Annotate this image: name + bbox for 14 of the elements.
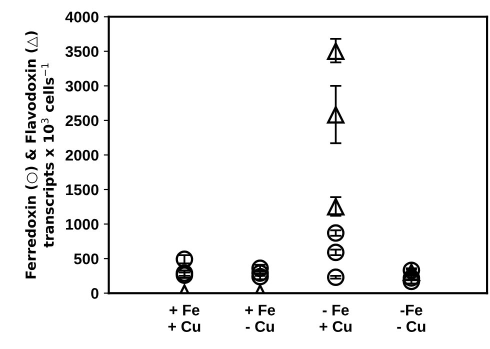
y-tick-label: 2000 [66, 150, 98, 161]
y-tick-label: 1000 [66, 218, 98, 230]
x-tick-label: -Fe - Cu [397, 304, 426, 332]
x-tick-label: + Fe - Cu [245, 304, 276, 332]
x-tick-label: - Fe + Cu [320, 304, 352, 332]
y-tick-label: 0 [91, 288, 98, 299]
y-tick-label: 1500 [66, 184, 98, 196]
y-tick-label: 3000 [65, 80, 98, 92]
y-tick-label: 500 [74, 253, 98, 264]
y-tick-label: 2500 [66, 115, 98, 126]
y-axis-title: Ferredoxin (○) & Flavodoxin (△) transcripts x 10$^{3}$ cells$^{−1}$ [25, 31, 57, 278]
y-tick-label: 3500 [65, 46, 98, 58]
x-tick-label: + Fe + Cu [168, 304, 200, 332]
y-tick-label: 4000 [65, 12, 98, 22]
